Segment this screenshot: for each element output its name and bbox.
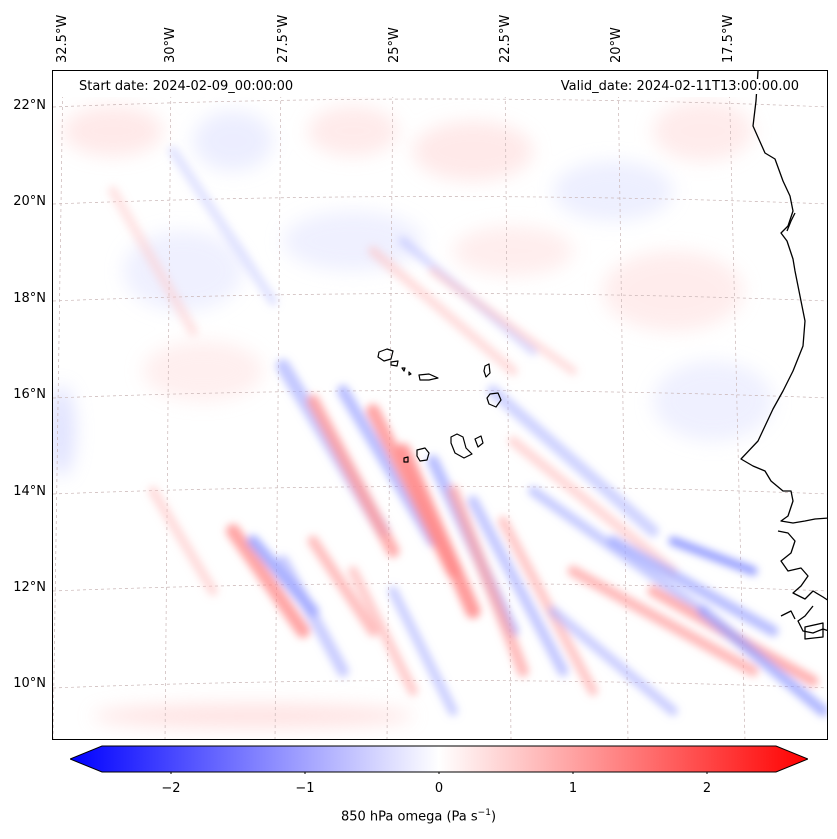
colorbar-tick-0: 0 — [434, 781, 444, 796]
omega-field-map — [53, 71, 827, 739]
lon-label-32-5w: 32.5°W — [55, 14, 70, 63]
colorbar-label-suffix: ) — [490, 809, 497, 825]
start-date-label: Start date: 2024-02-09_00:00:00 — [77, 79, 296, 94]
lon-label-20w: 20°W — [609, 27, 624, 63]
lat-label-12n: 12°N — [13, 580, 46, 595]
lon-label-17-5w: 17.5°W — [721, 14, 736, 63]
colorbar-body — [68, 745, 810, 773]
background-patches — [53, 101, 773, 728]
colorbar-label-exponent: −1 — [477, 808, 491, 818]
colorbar-tick-2: 2 — [702, 781, 712, 796]
colorbar-tick-neg1: −1 — [295, 781, 315, 796]
map-panel[interactable]: Start date: 2024-02-09_00:00:00 Valid_da… — [52, 70, 828, 740]
lon-label-25w: 25°W — [387, 27, 402, 63]
colorbar-tick-1: 1 — [568, 781, 578, 796]
lon-label-27-5w: 27.5°W — [276, 14, 291, 63]
colorbar-label-prefix: 850 hPa omega (Pa s — [340, 809, 478, 825]
lat-label-16n: 16°N — [13, 387, 46, 402]
colorbar-label: 850 hPa omega (Pa s−1) — [0, 808, 837, 824]
cape-verde-islands — [377, 348, 502, 463]
colorbar-graphic — [68, 745, 810, 776]
colorbar — [68, 744, 810, 776]
colorbar-tick-neg2: −2 — [161, 781, 181, 796]
lat-label-14n: 14°N — [13, 484, 46, 499]
valid-date-label: Valid_date: 2024-02-11T13:00:00.00 — [558, 79, 801, 94]
lat-label-22n: 22°N — [13, 98, 46, 113]
lon-label-22-5w: 22.5°W — [498, 14, 513, 63]
coastline — [740, 71, 827, 640]
omega-streaks — [108, 146, 827, 717]
lat-label-20n: 20°N — [13, 194, 46, 209]
lat-label-10n: 10°N — [13, 676, 46, 691]
lon-label-30w: 30°W — [163, 27, 178, 63]
lat-label-18n: 18°N — [13, 291, 46, 306]
